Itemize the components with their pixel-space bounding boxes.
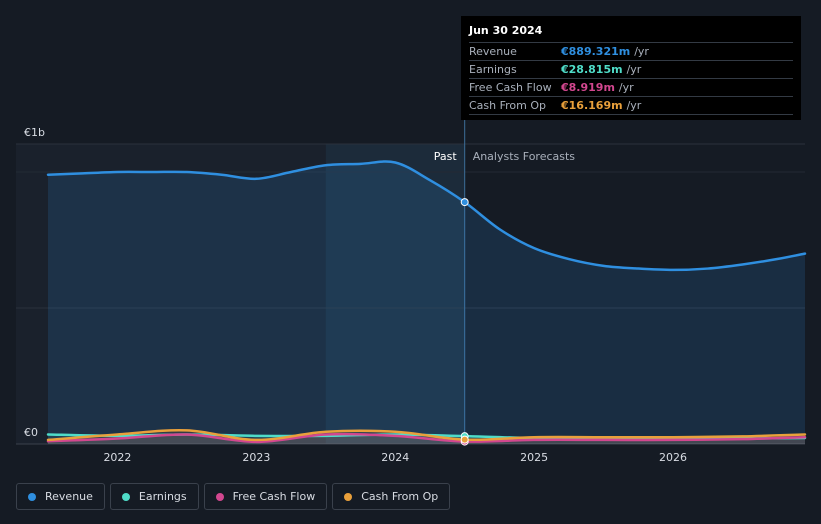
x-tick-label: 2023 [242, 451, 270, 464]
cash-from-op-marker [460, 435, 469, 444]
tooltip-unit: /yr [618, 81, 634, 94]
tooltip-unit: /yr [626, 99, 642, 112]
tooltip-unit: /yr [634, 45, 649, 58]
legend-dot-icon [344, 492, 353, 501]
legend-item-earnings[interactable]: Earnings [109, 483, 199, 510]
legend-label: Revenue [45, 490, 93, 503]
tooltip-row-cash-from-op: Cash From Op €16.169m /yr [469, 97, 793, 115]
tooltip-value: €28.815m [561, 63, 623, 76]
revenue-line [46, 160, 807, 272]
legend-item-free-cash-flow[interactable]: Free Cash Flow [203, 483, 328, 510]
free-cash-flow-line [46, 432, 807, 444]
tooltip-label: Earnings [469, 63, 517, 76]
legend-item-revenue[interactable]: Revenue [16, 483, 105, 510]
legend: Revenue Earnings Free Cash Flow Cash Fro… [16, 483, 451, 510]
tooltip-value: €16.169m [561, 99, 623, 112]
past-label: Past [434, 150, 458, 163]
tooltip-label: Revenue [469, 45, 517, 58]
legend-item-cash-from-op[interactable]: Cash From Op [332, 483, 451, 510]
tooltip-value: €8.919m [561, 81, 615, 94]
x-tick-label: 2026 [659, 451, 687, 464]
legend-dot-icon [28, 492, 36, 501]
highlight-region [325, 144, 465, 444]
forecast-label: Analysts Forecasts [473, 150, 576, 163]
x-tick-label: 2022 [103, 451, 131, 464]
tooltip-row-earnings: Earnings €28.815m /yr [469, 61, 793, 79]
revenue-marker [460, 198, 469, 207]
x-tick-label: 2025 [520, 451, 548, 464]
tooltip-row-free-cash-flow: Free Cash Flow €8.919m /yr [469, 79, 793, 97]
tooltip-row-revenue: Revenue €889.321m /yr [469, 43, 793, 61]
legend-label: Earnings [138, 490, 187, 503]
tooltip: Jun 30 2024 Revenue €889.321m /yr Earnin… [461, 16, 801, 120]
legend-dot-icon [121, 492, 130, 501]
tooltip-label: Cash From Op [469, 99, 547, 112]
legend-label: Cash From Op [361, 490, 439, 503]
tooltip-label: Free Cash Flow [469, 81, 552, 94]
tooltip-value: €889.321m [561, 45, 631, 58]
cash-from-op-line [46, 428, 807, 442]
x-tick-label: 2024 [381, 451, 409, 464]
y-axis-label-zero: €0 [24, 426, 38, 439]
revenue-area [48, 161, 805, 444]
tooltip-unit: /yr [626, 63, 642, 76]
tooltip-date: Jun 30 2024 [469, 24, 793, 43]
y-axis-label-top: €1b [24, 126, 45, 139]
legend-label: Free Cash Flow [232, 490, 316, 503]
legend-dot-icon [215, 492, 224, 501]
